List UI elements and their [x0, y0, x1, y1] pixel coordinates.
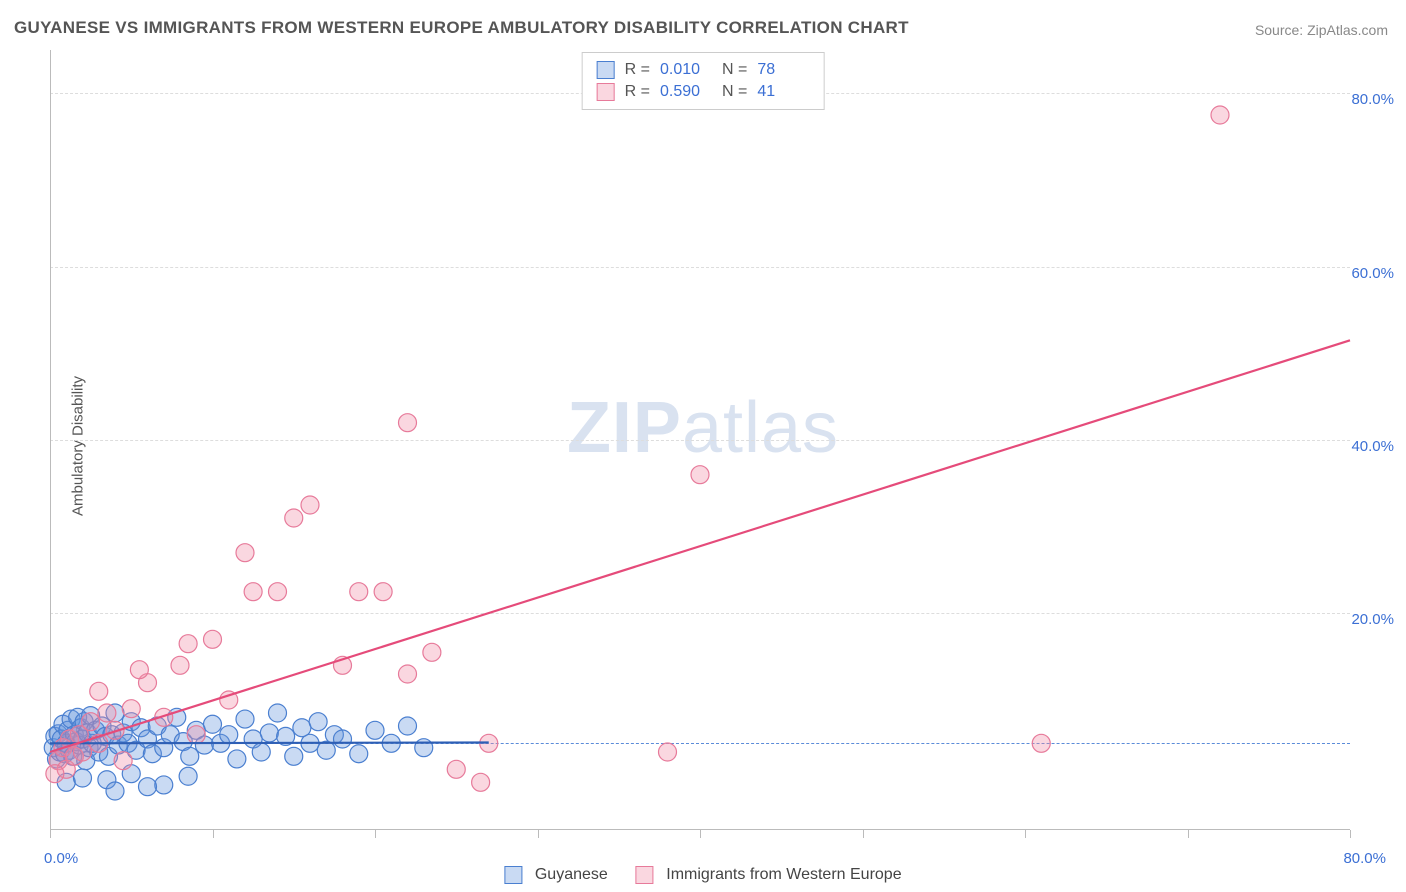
data-point-guyanese — [269, 704, 287, 722]
data-point-guyanese — [252, 743, 270, 761]
data-point-western_europe — [236, 544, 254, 562]
y-axis-tick-label: 20.0% — [1351, 611, 1394, 628]
r-value-guyanese: 0.010 — [660, 61, 712, 79]
data-point-western_europe — [187, 726, 205, 744]
trend-line-guyanese — [50, 742, 489, 743]
legend-label-guyanese: Guyanese — [535, 866, 608, 883]
data-point-western_europe — [46, 765, 64, 783]
legend-item-western-europe: Immigrants from Western Europe — [636, 866, 902, 884]
r-label: R = — [625, 61, 650, 79]
data-point-western_europe — [1211, 106, 1229, 124]
data-point-western_europe — [179, 635, 197, 653]
r-value-western-europe: 0.590 — [660, 83, 712, 101]
data-point-guyanese — [260, 724, 278, 742]
data-point-western_europe — [285, 509, 303, 527]
correlation-row-2: R = 0.590 N = 41 — [597, 81, 810, 103]
n-label: N = — [722, 61, 747, 79]
x-tick — [538, 830, 539, 838]
data-point-guyanese — [106, 782, 124, 800]
legend-swatch-western-europe — [636, 866, 654, 884]
data-point-guyanese — [285, 747, 303, 765]
data-point-guyanese — [181, 747, 199, 765]
x-axis-label-min: 0.0% — [44, 850, 78, 867]
data-point-guyanese — [350, 745, 368, 763]
data-point-guyanese — [155, 776, 173, 794]
y-axis-tick-label: 40.0% — [1351, 438, 1394, 455]
data-point-western_europe — [399, 414, 417, 432]
data-point-guyanese — [334, 730, 352, 748]
correlation-row-1: R = 0.010 N = 78 — [597, 59, 810, 81]
n-label: N = — [722, 83, 747, 101]
data-point-guyanese — [179, 767, 197, 785]
data-point-guyanese — [228, 750, 246, 768]
data-point-guyanese — [220, 726, 238, 744]
r-label: R = — [625, 83, 650, 101]
n-value-western-europe: 41 — [757, 83, 809, 101]
chart-title: GUYANESE VS IMMIGRANTS FROM WESTERN EURO… — [14, 18, 909, 38]
data-point-western_europe — [350, 583, 368, 601]
data-point-guyanese — [366, 721, 384, 739]
x-tick — [863, 830, 864, 838]
data-point-western_europe — [90, 682, 108, 700]
data-point-western_europe — [269, 583, 287, 601]
data-point-western_europe — [374, 583, 392, 601]
legend-swatch-western-europe — [597, 83, 615, 101]
data-point-western_europe — [1032, 734, 1050, 752]
x-tick — [50, 830, 51, 838]
data-point-guyanese — [309, 713, 327, 731]
data-point-western_europe — [691, 466, 709, 484]
data-point-guyanese — [204, 715, 222, 733]
data-point-western_europe — [244, 583, 262, 601]
x-tick — [213, 830, 214, 838]
n-value-guyanese: 78 — [757, 61, 809, 79]
data-point-western_europe — [82, 713, 100, 731]
y-axis-tick-label: 80.0% — [1351, 91, 1394, 108]
x-tick — [1350, 830, 1351, 838]
x-tick — [1025, 830, 1026, 838]
x-tick — [1188, 830, 1189, 838]
data-point-western_europe — [472, 773, 490, 791]
data-point-western_europe — [423, 643, 441, 661]
data-point-guyanese — [139, 778, 157, 796]
data-point-guyanese — [236, 710, 254, 728]
legend-item-guyanese: Guyanese — [504, 866, 607, 884]
data-point-western_europe — [301, 496, 319, 514]
data-point-western_europe — [399, 665, 417, 683]
data-point-western_europe — [171, 656, 189, 674]
x-tick — [700, 830, 701, 838]
y-axis-tick-label: 60.0% — [1351, 265, 1394, 282]
legend-swatch-guyanese — [504, 866, 522, 884]
data-point-guyanese — [399, 717, 417, 735]
data-point-western_europe — [447, 760, 465, 778]
data-point-western_europe — [98, 704, 116, 722]
legend-label-western-europe: Immigrants from Western Europe — [666, 866, 901, 883]
data-point-western_europe — [74, 743, 92, 761]
series-legend: Guyanese Immigrants from Western Europe — [504, 866, 901, 884]
correlation-legend: R = 0.010 N = 78 R = 0.590 N = 41 — [582, 52, 825, 110]
data-point-guyanese — [74, 769, 92, 787]
data-point-guyanese — [415, 739, 433, 757]
data-point-western_europe — [122, 700, 140, 718]
x-axis-label-max: 80.0% — [1343, 850, 1386, 867]
data-point-western_europe — [130, 661, 148, 679]
x-tick — [375, 830, 376, 838]
chart-container: GUYANESE VS IMMIGRANTS FROM WESTERN EURO… — [0, 0, 1406, 892]
data-point-western_europe — [114, 752, 132, 770]
plot-svg — [50, 50, 1350, 830]
data-point-western_europe — [204, 630, 222, 648]
data-point-western_europe — [659, 743, 677, 761]
legend-swatch-guyanese — [597, 61, 615, 79]
source-attribution: Source: ZipAtlas.com — [1255, 22, 1388, 38]
